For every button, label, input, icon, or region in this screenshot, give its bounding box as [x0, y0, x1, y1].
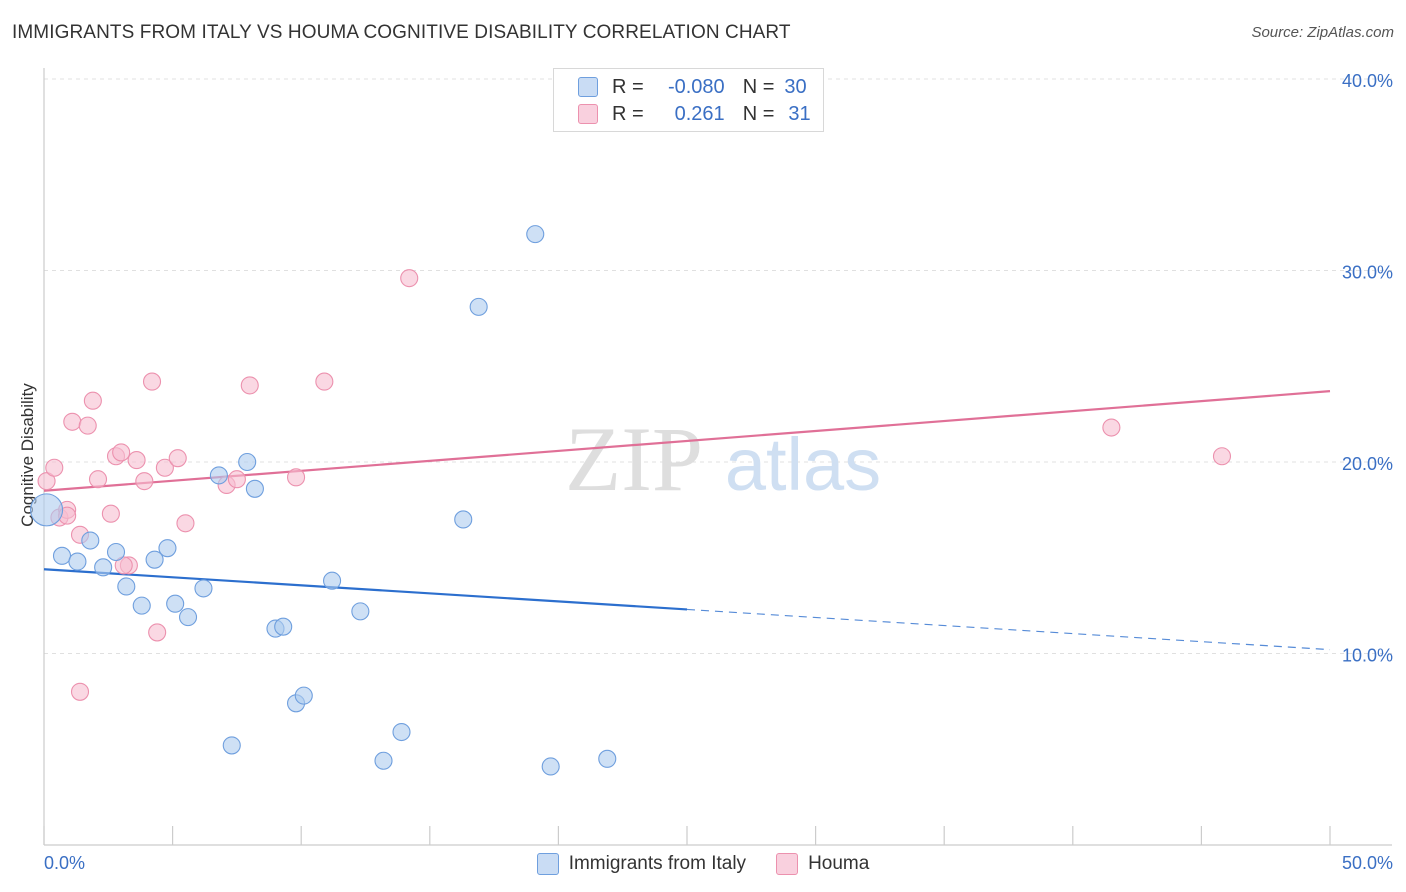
point-houma — [142, 372, 162, 391]
x-tick-label: 50.0% — [1342, 853, 1393, 873]
point-italy — [68, 552, 87, 571]
legend-swatch-pink — [578, 104, 598, 124]
point-houma — [63, 412, 82, 431]
point-houma — [148, 623, 167, 642]
point-italy — [245, 479, 264, 498]
point-houma — [37, 472, 56, 491]
point-italy — [158, 539, 177, 558]
series-legend-houma: Houma — [776, 853, 869, 875]
point-italy — [274, 617, 293, 636]
chart-title: IMMIGRANTS FROM ITALY VS HOUMA COGNITIVE… — [12, 22, 791, 43]
point-italy — [598, 749, 617, 768]
point-italy — [166, 594, 185, 613]
point-houma — [127, 451, 146, 470]
point-houma — [400, 269, 419, 288]
legend-n-label: N = — [742, 75, 775, 98]
point-italy — [52, 546, 72, 565]
series-label: Immigrants from Italy — [568, 853, 747, 874]
point-italy — [30, 493, 64, 527]
point-italy — [351, 602, 370, 621]
correlation-legend: R = -0.080 N = 30 R = 0.261 N = 31 — [553, 68, 824, 132]
point-houma — [88, 470, 108, 489]
legend-r-label: R = — [612, 102, 644, 125]
point-italy — [178, 608, 198, 627]
y-tick-label: 40.0% — [1342, 71, 1393, 91]
point-houma — [101, 504, 120, 523]
series-legend-italy: Immigrants from Italy — [536, 853, 747, 875]
legend-r-value: -0.080 — [667, 75, 725, 98]
legend-n-value: 30 — [784, 75, 807, 98]
point-italy — [117, 577, 136, 596]
point-houma — [287, 468, 306, 487]
point-houma — [1102, 418, 1121, 437]
y-tick-label: 30.0% — [1342, 263, 1393, 283]
point-italy — [374, 751, 393, 770]
point-houma — [315, 372, 334, 391]
series-swatch-pink — [776, 853, 799, 875]
point-houma — [83, 391, 102, 410]
legend-r-label: R = — [612, 75, 644, 98]
legend-n-label: N = — [742, 102, 775, 125]
axis-layer: 10.0% 20.0% 30.0% 40.0% 0.0% 50.0% — [43, 68, 1393, 873]
series-legend: Immigrants from Italy Houma — [0, 850, 1406, 878]
legend-row-houma: R = 0.261 N = 31 — [578, 102, 811, 126]
trend-layer — [43, 390, 1331, 651]
point-italy — [145, 550, 164, 569]
point-italy — [454, 510, 473, 529]
watermark-zip: ZIP — [565, 408, 703, 510]
legend-row-italy: R = -0.080 N = 30 — [578, 75, 807, 99]
trend-line-italy-extrapolated — [686, 608, 1331, 651]
point-houma — [114, 556, 133, 575]
series-label: Houma — [808, 853, 870, 874]
point-italy — [106, 542, 126, 562]
point-houma — [78, 416, 97, 435]
series-swatch-blue — [536, 853, 559, 875]
grid-layer — [44, 78, 1392, 654]
trend-line-houma — [43, 390, 1331, 492]
point-italy — [294, 686, 313, 705]
point-italy — [541, 757, 560, 776]
point-houma — [112, 443, 131, 462]
legend-r-value: 0.261 — [674, 102, 725, 125]
point-houma — [227, 470, 246, 489]
source-label: Source: ZipAtlas.com — [1251, 24, 1394, 41]
points-layer — [30, 225, 1232, 776]
point-italy — [238, 452, 257, 472]
point-italy — [392, 722, 411, 742]
point-italy — [323, 571, 342, 590]
y-tick-label: 20.0% — [1342, 454, 1393, 474]
point-houma — [1212, 447, 1232, 466]
point-italy — [222, 736, 241, 755]
point-houma — [176, 514, 195, 533]
point-italy — [194, 579, 213, 598]
point-houma — [45, 458, 64, 477]
point-italy — [94, 558, 113, 577]
point-italy — [132, 596, 151, 615]
point-italy — [526, 225, 545, 244]
point-houma — [240, 376, 259, 395]
trend-line-italy — [43, 568, 688, 611]
point-houma — [168, 449, 187, 468]
y-tick-label: 10.0% — [1342, 646, 1393, 666]
point-houma — [70, 682, 90, 701]
point-italy — [209, 466, 228, 485]
x-tick-label: 0.0% — [44, 853, 85, 873]
legend-swatch-blue — [578, 77, 598, 97]
point-houma — [135, 472, 154, 491]
point-italy — [469, 297, 488, 316]
watermark: ZIP atlas — [565, 408, 881, 510]
point-houma — [155, 458, 174, 477]
point-italy — [81, 531, 100, 550]
legend-n-value: 31 — [788, 102, 811, 125]
